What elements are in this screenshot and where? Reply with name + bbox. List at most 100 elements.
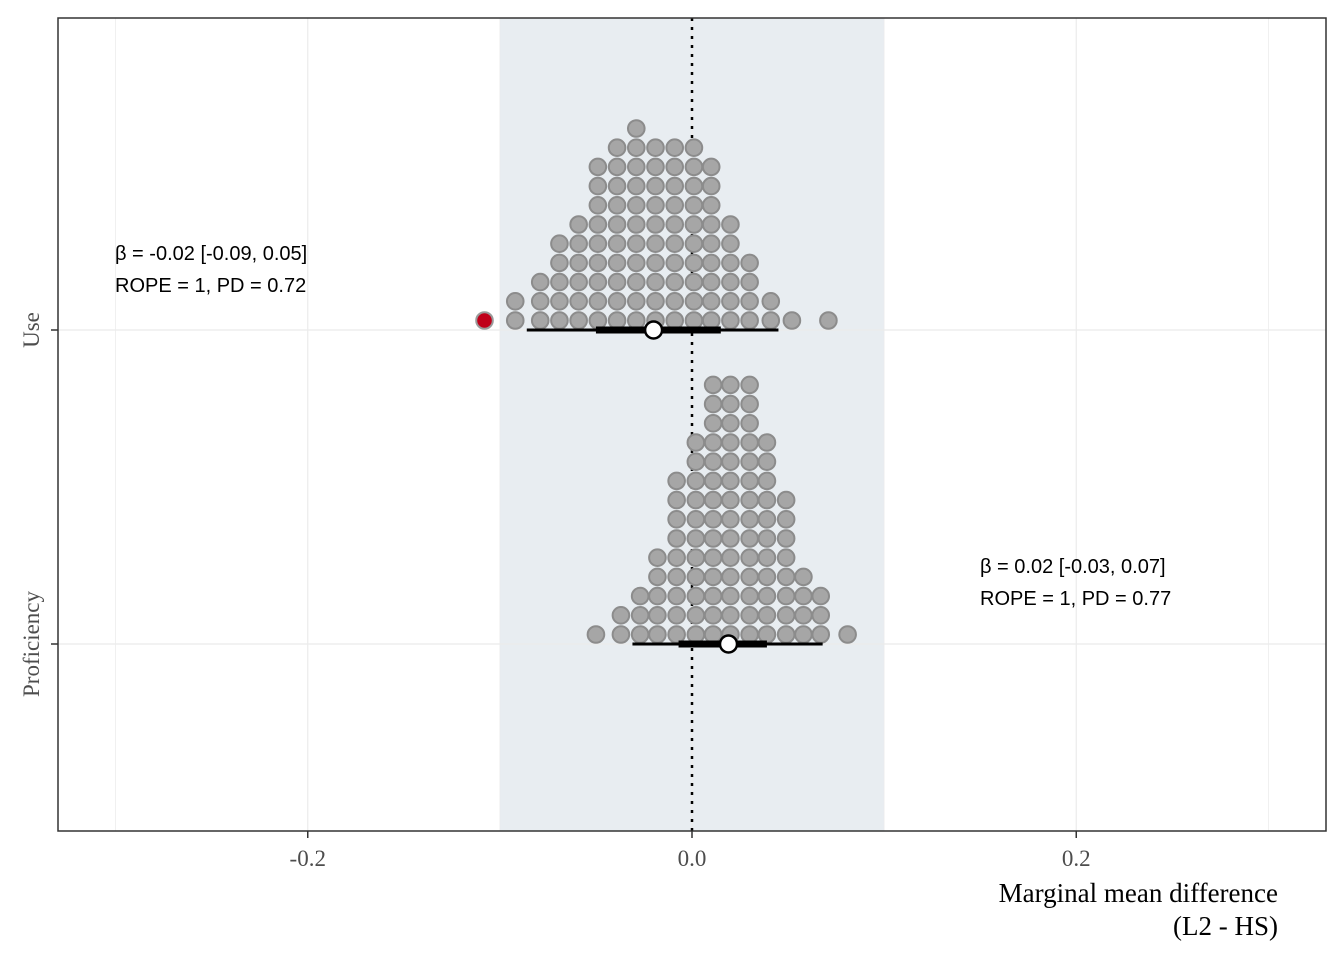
annotation-text: ROPE = 1, PD = 0.72 — [115, 275, 306, 297]
dot — [721, 586, 740, 606]
dot — [740, 586, 759, 606]
dot — [703, 567, 723, 587]
dot — [630, 625, 650, 644]
dot — [684, 292, 704, 311]
dot — [588, 311, 608, 330]
dot — [646, 196, 665, 215]
dot — [740, 375, 759, 395]
dot-layer — [475, 119, 857, 644]
dot — [630, 586, 650, 606]
dot — [530, 292, 550, 311]
dot — [703, 375, 723, 395]
dot — [757, 471, 777, 491]
dot — [721, 253, 740, 273]
dot — [607, 253, 627, 273]
dot — [648, 586, 667, 606]
dot — [588, 234, 608, 253]
dot — [626, 292, 646, 311]
dot — [686, 452, 706, 472]
dot — [607, 234, 627, 253]
dot — [776, 567, 796, 587]
dot — [686, 490, 706, 510]
dot — [776, 586, 796, 606]
dot — [721, 272, 740, 292]
dot — [626, 215, 646, 234]
dot — [686, 433, 706, 452]
dot — [607, 215, 627, 234]
dot — [757, 625, 777, 644]
dot — [588, 196, 608, 215]
x-tick-label: 0.2 — [1062, 846, 1091, 871]
dot — [686, 567, 706, 587]
dot — [626, 234, 646, 253]
dot — [630, 606, 650, 625]
dot — [684, 196, 704, 215]
dot — [776, 548, 796, 568]
dot — [607, 138, 627, 157]
dot — [648, 625, 667, 644]
y-tick-label: Proficiency — [19, 590, 44, 697]
dot — [740, 471, 759, 491]
dot — [740, 490, 759, 510]
dot — [819, 311, 838, 330]
x-tick-label: -0.2 — [290, 846, 326, 871]
dot — [684, 311, 704, 330]
dot — [686, 548, 706, 568]
point-estimate — [718, 634, 739, 654]
dot — [607, 157, 627, 177]
dot — [550, 272, 569, 292]
dot — [684, 157, 704, 177]
dot — [703, 548, 723, 568]
dot — [701, 196, 721, 215]
dot — [776, 625, 796, 644]
dot — [757, 510, 777, 529]
annotation-layer: β = -0.02 [-0.09, 0.05] ROPE = 1, PD = 0.… — [115, 243, 1171, 610]
dot — [721, 606, 740, 625]
dot — [757, 606, 777, 625]
dot — [626, 196, 646, 215]
dot — [588, 253, 608, 273]
dot — [757, 529, 777, 548]
dot — [646, 253, 665, 273]
dot — [776, 490, 796, 510]
dot — [740, 311, 759, 330]
dot — [665, 272, 685, 292]
x-tick-label: 0.0 — [678, 846, 707, 871]
dot — [686, 471, 706, 491]
dot — [721, 394, 740, 414]
dot — [701, 253, 721, 273]
dot — [684, 253, 704, 273]
dot — [626, 157, 646, 177]
dot — [667, 529, 686, 548]
dot — [740, 606, 759, 625]
dot — [721, 414, 740, 433]
dot — [701, 234, 721, 253]
dot — [646, 157, 665, 177]
dot — [701, 311, 721, 330]
dot — [626, 119, 646, 138]
dot — [721, 234, 740, 253]
dot — [607, 176, 627, 196]
dot — [684, 176, 704, 196]
dot — [665, 196, 685, 215]
dot — [703, 529, 723, 548]
dot — [646, 234, 665, 253]
dot — [703, 586, 723, 606]
dot — [665, 215, 685, 234]
dot — [665, 253, 685, 273]
dot — [701, 157, 721, 177]
dot — [569, 272, 588, 292]
dot — [586, 625, 606, 644]
dot — [794, 586, 813, 606]
x-axis-title-line: (L2 - HS) — [1173, 911, 1278, 941]
annotation-text: β = 0.02 [-0.03, 0.07] — [980, 556, 1166, 578]
dot — [607, 272, 627, 292]
dot — [550, 253, 569, 273]
dot — [721, 529, 740, 548]
dot — [703, 490, 723, 510]
dot — [686, 529, 706, 548]
dot — [811, 586, 831, 606]
dot — [703, 471, 723, 491]
dot — [569, 253, 588, 273]
